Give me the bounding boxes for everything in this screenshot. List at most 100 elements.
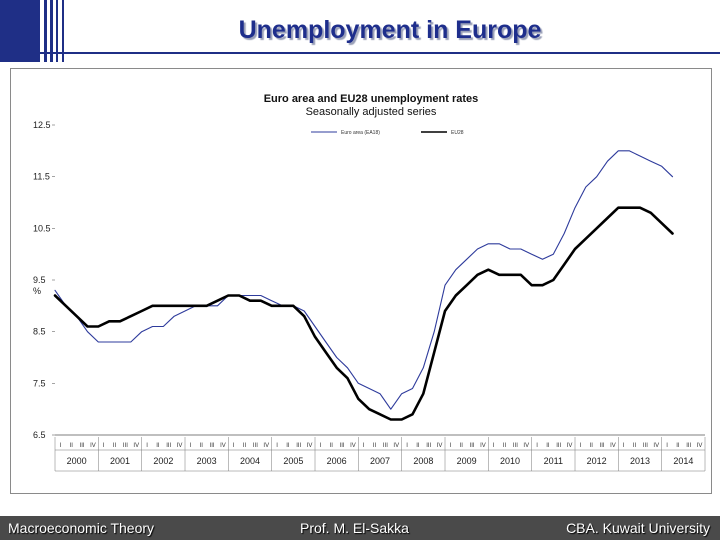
quarter-tick-label: III: [513, 443, 518, 449]
quarter-tick-label: III: [383, 443, 388, 449]
quarter-tick-label: III: [470, 443, 475, 449]
quarter-tick-label: I: [190, 443, 192, 449]
quarter-tick-label: IV: [697, 443, 703, 449]
quarter-tick-label: IV: [567, 443, 573, 449]
quarter-tick-label: II: [633, 443, 637, 449]
year-tick-label: 2014: [673, 456, 693, 466]
quarter-tick-label: I: [623, 443, 625, 449]
quarter-tick-label: I: [580, 443, 582, 449]
quarter-tick-label: II: [546, 443, 550, 449]
quarter-tick-label: I: [60, 443, 62, 449]
y-tick-label: 10.5: [33, 223, 51, 233]
quarter-tick-label: II: [590, 443, 594, 449]
quarter-tick-label: I: [146, 443, 148, 449]
y-tick-label: 7.5: [33, 378, 46, 388]
quarter-tick-label: IV: [480, 443, 486, 449]
unemployment-chart: Euro area and EU28 unemployment rates Se…: [33, 93, 706, 472]
quarter-tick-label: I: [363, 443, 365, 449]
quarter-tick-label: II: [243, 443, 247, 449]
footer-institution: CBA. Kuwait University: [566, 520, 710, 536]
quarter-tick-label: II: [200, 443, 204, 449]
quarter-tick-label: III: [210, 443, 215, 449]
quarter-tick-label: III: [80, 443, 85, 449]
chart-subtitle: Seasonally adjusted series: [306, 106, 437, 118]
year-tick-label: 2000: [67, 456, 87, 466]
slide-title-text: Unemployment in Europe: [238, 16, 542, 44]
quarter-tick-label: II: [503, 443, 507, 449]
quarter-tick-label: I: [666, 443, 668, 449]
year-tick-label: 2001: [110, 456, 130, 466]
quarter-tick-label: III: [643, 443, 648, 449]
quarter-tick-label: IV: [263, 443, 269, 449]
quarter-tick-label: I: [276, 443, 278, 449]
chart-frame: Euro area and EU28 unemployment rates Se…: [10, 68, 712, 494]
quarter-tick-label: IV: [133, 443, 139, 449]
quarter-tick-label: II: [156, 443, 160, 449]
chart-title: Euro area and EU28 unemployment rates: [264, 93, 479, 105]
year-tick-label: 2008: [413, 456, 433, 466]
year-tick-label: 2007: [370, 456, 390, 466]
quarter-tick-label: II: [70, 443, 74, 449]
deco-bar: [62, 0, 64, 62]
series-line-euro-area: [54, 150, 674, 410]
footer-author: Prof. M. El-Sakka: [300, 520, 409, 536]
deco-bar: [56, 0, 58, 62]
quarter-tick-label: IV: [350, 443, 356, 449]
year-tick-label: 2011: [544, 456, 563, 466]
quarter-tick-label: I: [320, 443, 322, 449]
quarter-tick-label: III: [686, 443, 691, 449]
quarter-tick-label: IV: [307, 443, 313, 449]
y-tick-label: 11.5: [33, 172, 50, 182]
quarter-tick-label: IV: [610, 443, 616, 449]
quarter-tick-label: I: [450, 443, 452, 449]
y-tick-label: 6.5: [33, 430, 46, 440]
quarter-tick-label: II: [676, 443, 680, 449]
deco-bar: [0, 0, 40, 62]
quarter-tick-label: I: [493, 443, 495, 449]
y-tick-label: 8.5: [33, 327, 46, 337]
quarter-tick-label: III: [166, 443, 171, 449]
footer-bar: Macroeconomic Theory Prof. M. El-Sakka C…: [0, 516, 720, 540]
decorative-bars: [0, 0, 64, 62]
y-tick-label: 12.5: [33, 120, 51, 130]
quarter-tick-label: II: [373, 443, 377, 449]
quarter-tick-label: III: [600, 443, 605, 449]
quarter-tick-label: IV: [437, 443, 443, 449]
quarter-tick-label: II: [286, 443, 290, 449]
quarter-tick-label: III: [123, 443, 128, 449]
legend-label: Euro area (EA18): [341, 130, 380, 136]
quarter-tick-label: II: [460, 443, 464, 449]
deco-bar: [44, 0, 47, 62]
quarter-tick-label: I: [103, 443, 105, 449]
year-tick-label: 2013: [630, 456, 650, 466]
quarter-tick-label: II: [113, 443, 117, 449]
quarter-tick-label: IV: [90, 443, 96, 449]
quarter-tick-label: IV: [393, 443, 399, 449]
quarter-tick-label: IV: [177, 443, 183, 449]
year-tick-label: 2010: [500, 456, 520, 466]
quarter-tick-label: III: [556, 443, 561, 449]
y-tick-label: 9.5: [33, 275, 46, 285]
quarter-tick-label: IV: [220, 443, 226, 449]
series-line-eu28: [53, 206, 674, 421]
legend-label: EU28: [451, 130, 464, 136]
quarter-tick-label: II: [416, 443, 420, 449]
decorative-line: [0, 52, 720, 54]
quarter-tick-label: IV: [523, 443, 529, 449]
year-tick-label: 2004: [240, 456, 260, 466]
quarter-tick-label: I: [536, 443, 538, 449]
quarter-tick-label: III: [253, 443, 258, 449]
year-tick-label: 2006: [327, 456, 347, 466]
series-lines: [53, 150, 674, 421]
quarter-tick-label: I: [406, 443, 408, 449]
deco-bar: [50, 0, 53, 62]
footer-course: Macroeconomic Theory: [8, 520, 155, 536]
year-tick-label: 2003: [197, 456, 217, 466]
quarter-tick-label: III: [426, 443, 431, 449]
quarter-tick-label: I: [233, 443, 235, 449]
legend: Euro area (EA18) EU28: [311, 130, 464, 136]
year-tick-label: 2005: [283, 456, 303, 466]
year-tick-label: 2012: [587, 456, 607, 466]
year-tick-label: 2009: [457, 456, 477, 466]
